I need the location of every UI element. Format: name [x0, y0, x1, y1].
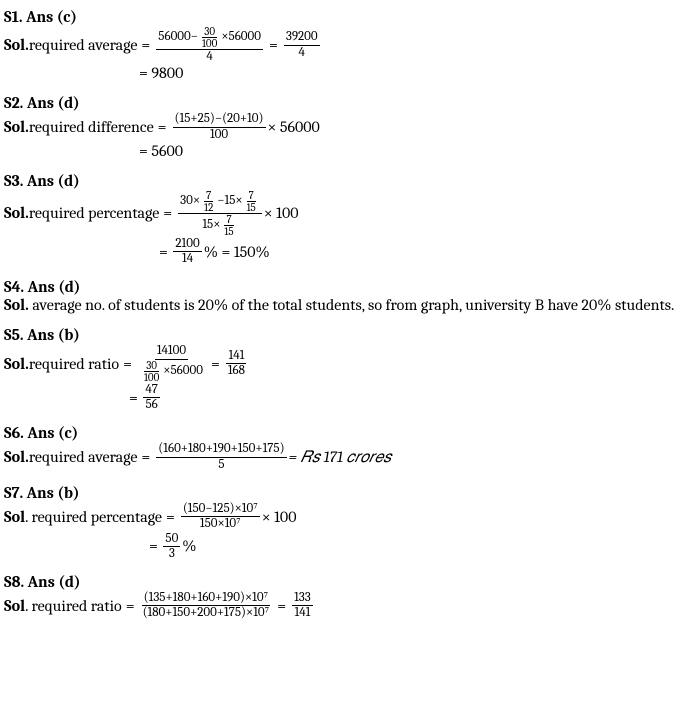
s2-line1: Sol. required difference = (15+25)−(20+1…: [4, 112, 682, 142]
equals: =: [163, 204, 172, 222]
sol-label: Sol.: [4, 355, 29, 373]
s7-heading: S7. Ans (b): [4, 484, 682, 502]
solutions-page: S1. Ans (c) Sol. required average = 5600…: [0, 0, 686, 641]
s6-tail: = 𝑅𝑠 171 𝑐𝑟𝑜𝑟𝑒𝑠: [289, 448, 392, 467]
s4-text-line: Sol. average no. of students is 20% of t…: [4, 296, 682, 314]
sol-label: Sol.: [4, 296, 29, 314]
s5-line1: Sol. required ratio = 14100 30 100 ×5600…: [4, 344, 682, 382]
s1-f1-den: 4: [204, 50, 214, 64]
s7-lead: . required percentage: [25, 508, 162, 526]
s3-line2: = 2100 14 % = 150%: [4, 237, 682, 267]
s4-heading: S4. Ans (d): [4, 278, 682, 296]
s1-frac1: 56000− 30 100 ×56000 4: [156, 26, 263, 64]
s3-frac1: 30× 7 12 −15× 7 15 15× 7 15: [178, 190, 262, 237]
s4-text: average no. of students is 20% of the to…: [29, 296, 674, 314]
s1-line1: Sol. required average = 56000− 30 100 ×5…: [4, 26, 682, 64]
s3-tail: × 100: [264, 204, 299, 222]
solution-s5: S5. Ans (b) Sol. required ratio = 14100 …: [4, 326, 682, 412]
equals: =: [166, 508, 175, 526]
solution-s3: S3. Ans (d) Sol. required percentage = 3…: [4, 172, 682, 267]
solution-s1: S1. Ans (c) Sol. required average = 5600…: [4, 8, 682, 82]
equals: =: [4, 243, 171, 261]
sol-label: Sol.: [4, 204, 29, 222]
equals: =: [211, 355, 220, 373]
s3-heading: S3. Ans (d): [4, 172, 682, 190]
s1-line2: = 9800: [4, 64, 682, 82]
s5-lead: required ratio: [29, 355, 119, 373]
solution-s7: S7. Ans (b) Sol . required percentage = …: [4, 484, 682, 561]
sol-label: Sol.: [4, 36, 29, 54]
s8-line1: Sol . required ratio = (135+180+160+190)…: [4, 591, 682, 621]
s7-tail: × 100: [262, 508, 297, 526]
s5-frac3: 47 56: [143, 383, 160, 413]
s1-heading: S1. Ans (c): [4, 8, 682, 26]
s3-lead: required percentage: [29, 204, 159, 222]
s8-lead: . required ratio: [25, 597, 122, 615]
s2-lead: required difference: [29, 118, 154, 136]
sol-label: Sol.: [4, 118, 29, 136]
s5-frac2: 141 168: [226, 349, 247, 379]
s7-line2-tail: %: [182, 537, 196, 555]
s2-heading: S2. Ans (d): [4, 94, 682, 112]
equals: =: [141, 36, 150, 54]
equals: =: [269, 36, 278, 54]
sol-label: Sol: [4, 508, 25, 526]
s3-f1-inner1: 7 12: [202, 190, 215, 213]
sol-label: Sol: [4, 597, 25, 615]
sol-label: Sol.: [4, 448, 29, 466]
s3-f1-den-inner: 7 15: [222, 214, 235, 237]
s5-f1-den-inner: 30 100: [142, 360, 161, 383]
s6-lead: required average: [29, 448, 138, 466]
s5-frac1: 14100 30 100 ×56000: [138, 344, 205, 382]
s6-heading: S6. Ans (c): [4, 424, 682, 442]
s2-tail: × 56000: [268, 118, 320, 136]
s5-line2: = 47 56: [4, 383, 682, 413]
solution-s6: S6. Ans (c) Sol. required average = (160…: [4, 424, 682, 472]
s8-frac2: 133 141: [292, 591, 313, 621]
equals: =: [4, 537, 161, 555]
s2-frac1: (15+25)−(20+10) 100: [173, 112, 266, 142]
equals: =: [4, 389, 141, 407]
s7-line1: Sol . required percentage = (150−125)×10…: [4, 502, 682, 532]
equals: =: [158, 118, 167, 136]
s3-f1-inner2: 7 15: [245, 190, 258, 213]
s1-f1-inner: 30 100: [200, 26, 219, 49]
solution-s4: S4. Ans (d) Sol. average no. of students…: [4, 278, 682, 314]
s8-frac1: (135+180+160+190)×10⁷ (180+150+200+175)×…: [141, 591, 272, 621]
s7-frac2: 50 3: [163, 532, 180, 562]
equals: =: [123, 355, 132, 373]
equals: =: [141, 448, 150, 466]
solution-s8: S8. Ans (d) Sol . required ratio = (135+…: [4, 573, 682, 621]
s1-result: = 9800: [4, 64, 183, 82]
s7-line2: = 50 3 %: [4, 532, 682, 562]
s1-lead: required average: [29, 36, 138, 54]
s7-frac1: (150−125)×10⁷ 150×10⁷: [181, 502, 260, 532]
s3-frac2: 2100 14: [173, 237, 201, 267]
s3-line1: Sol. required percentage = 30× 7 12 −15×…: [4, 190, 682, 237]
s1-frac2: 39200 4: [284, 30, 320, 60]
s8-heading: S8. Ans (d): [4, 573, 682, 591]
solution-s2: S2. Ans (d) Sol. required difference = (…: [4, 94, 682, 160]
s1-f1-num-b: ×56000: [221, 30, 261, 44]
s6-line1: Sol. required average = (160+180+190+150…: [4, 442, 682, 472]
s3-line2-tail: % = 150%: [204, 243, 270, 261]
equals: =: [277, 597, 286, 615]
s5-heading: S5. Ans (b): [4, 326, 682, 344]
s6-frac: (160+180+190+150+175) 5: [156, 442, 286, 472]
equals: =: [126, 597, 135, 615]
s1-f1-num-a: 56000−: [158, 30, 198, 44]
s2-result: = 5600: [4, 142, 183, 160]
s2-line2: = 5600: [4, 142, 682, 160]
